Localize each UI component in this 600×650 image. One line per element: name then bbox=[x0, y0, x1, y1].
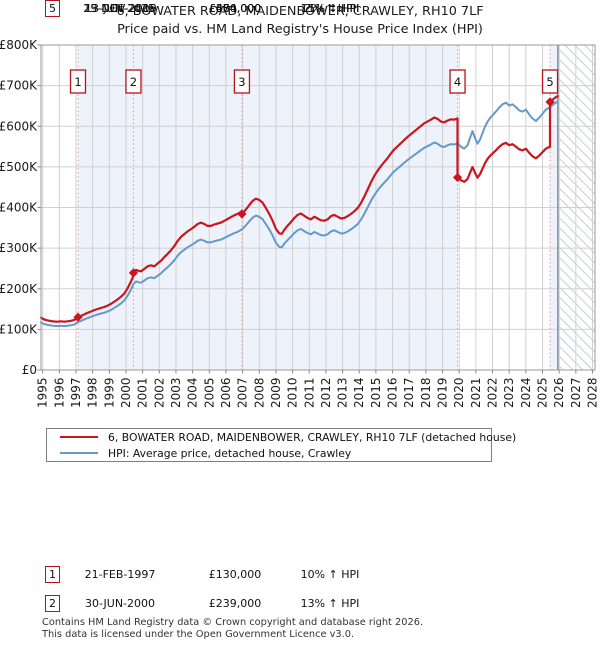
transaction-hpi-delta: 15% ↓ HPI bbox=[300, 2, 360, 15]
x-tick-label: 2007 bbox=[236, 377, 250, 408]
x-tick-label: 2019 bbox=[436, 377, 450, 408]
transaction-marker-box bbox=[541, 69, 559, 94]
x-tick-label: 2017 bbox=[402, 377, 416, 408]
x-tick-label: 2013 bbox=[336, 377, 350, 408]
y-tick-label: £800K bbox=[0, 38, 38, 52]
transaction-row: 2 30-JUN-2000 £239,000 13% ↑ HPI bbox=[45, 595, 370, 612]
hpi-line bbox=[40, 100, 559, 328]
x-tick-label: 1996 bbox=[52, 377, 66, 408]
legend-label-hpi: HPI: Average price, detached house, Craw… bbox=[108, 446, 352, 460]
transaction-dot bbox=[128, 268, 139, 278]
x-tick-label: 2014 bbox=[352, 377, 366, 408]
x-tick-label: 1997 bbox=[69, 377, 83, 408]
x-tick-label: 2027 bbox=[569, 377, 583, 408]
transaction-marker-number: 1 bbox=[74, 75, 81, 89]
transaction-row: 3 19-DEC-2006 £384,000 11% ↑ HPI bbox=[45, 0, 370, 17]
x-tick-label: 1999 bbox=[102, 377, 116, 408]
x-tick-label: 2024 bbox=[519, 377, 533, 408]
transaction-number-badge: 5 bbox=[45, 0, 60, 17]
footer-line2: This data is licensed under the Open Gov… bbox=[42, 628, 355, 640]
plot-frame bbox=[40, 44, 596, 371]
transaction-marker-number: 2 bbox=[130, 75, 137, 89]
transaction-hpi-delta: 10% ↑ HPI bbox=[300, 568, 360, 581]
x-tick-label: 1995 bbox=[36, 377, 50, 408]
price-paid-line bbox=[39, 95, 559, 323]
legend-label-property: 6, BOWATER ROAD, MAIDENBOWER, CRAWLEY, R… bbox=[108, 430, 517, 444]
page-subtitle: Price paid vs. HM Land Registry's House … bbox=[117, 22, 483, 37]
footer-line1: Contains HM Land Registry data © Crown c… bbox=[42, 617, 424, 628]
page-title: 6, BOWATER ROAD, MAIDENBOWER, CRAWLEY, R… bbox=[116, 4, 484, 19]
y-tick-label: £600K bbox=[0, 119, 38, 133]
footer-copyright: Contains HM Land Registry data © Crown c… bbox=[42, 617, 423, 640]
transaction-number-badge: 1 bbox=[45, 566, 60, 583]
transaction-row: 4 25-NOV-2019 £474,000 15% ↓ HPI bbox=[45, 0, 370, 17]
x-tick-label: 2001 bbox=[136, 377, 150, 408]
x-tick-label: 2010 bbox=[286, 377, 300, 408]
x-tick-label: 2025 bbox=[536, 377, 550, 408]
transaction-dot bbox=[237, 209, 247, 219]
price-chart: 1995 1996 1997 1998 1999 2000 2001 2002 2003 2004… bbox=[0, 38, 600, 408]
x-tick-label: 2009 bbox=[269, 377, 283, 408]
x-tick-label: 2016 bbox=[386, 377, 400, 408]
y-tick-label: £300K bbox=[0, 241, 38, 255]
transaction-hpi-delta: 2% ↑ HPI bbox=[304, 2, 356, 15]
transaction-hpi-delta: 11% ↑ HPI bbox=[300, 2, 360, 15]
legend-item-hpi: HPI: Average price, detached house, Craw… bbox=[47, 446, 491, 461]
transaction-dot bbox=[452, 172, 463, 183]
transaction-marker-number: 3 bbox=[238, 75, 245, 89]
transaction-marker-number: 4 bbox=[454, 75, 461, 89]
x-tick-label: 2015 bbox=[369, 377, 383, 408]
x-tick-label: 2008 bbox=[252, 377, 266, 408]
hpi-line-swatch bbox=[60, 452, 98, 454]
y-tick-label: £200K bbox=[0, 282, 38, 296]
transaction-hpi-delta: 13% ↑ HPI bbox=[300, 597, 360, 610]
y-tick-label: £100K bbox=[0, 322, 38, 336]
transaction-price: £239,000 bbox=[208, 597, 262, 610]
transaction-date: 13-JUN-2025 bbox=[84, 2, 156, 15]
transaction-number-badge: 2 bbox=[45, 595, 60, 612]
transaction-marker-box bbox=[125, 69, 142, 94]
y-tick-label: £700K bbox=[0, 79, 38, 93]
legend-item-property: 6, BOWATER ROAD, MAIDENBOWER, CRAWLEY, R… bbox=[47, 430, 516, 445]
transaction-price: £474,000 bbox=[208, 2, 262, 15]
transaction-date: 19-DEC-2006 bbox=[83, 2, 157, 15]
transaction-date: 30-JUN-2000 bbox=[84, 597, 156, 610]
x-tick-label: 2002 bbox=[152, 377, 166, 408]
transaction-price: £130,000 bbox=[208, 568, 262, 581]
x-tick-label: 2018 bbox=[419, 377, 433, 408]
x-tick-label: 2026 bbox=[552, 377, 566, 408]
transaction-price: £384,000 bbox=[208, 2, 262, 15]
transaction-dot bbox=[545, 97, 555, 107]
y-tick-label: £0 bbox=[22, 363, 37, 377]
transaction-date: 25-NOV-2019 bbox=[83, 2, 157, 15]
y-tick-label: £400K bbox=[0, 201, 38, 215]
x-tick-label: 2004 bbox=[186, 377, 200, 408]
transaction-marker-box bbox=[69, 69, 87, 94]
x-tick-label: 2011 bbox=[302, 377, 316, 408]
transaction-date: 21-FEB-1997 bbox=[84, 568, 156, 581]
x-tick-label: 2023 bbox=[502, 377, 516, 408]
x-tick-label: 2020 bbox=[452, 377, 466, 408]
x-tick-label: 2006 bbox=[219, 377, 233, 408]
x-tick-label: 2012 bbox=[319, 377, 333, 408]
y-tick-label: £500K bbox=[0, 160, 38, 174]
transaction-row: 1 21-FEB-1997 £130,000 10% ↑ HPI bbox=[45, 566, 370, 583]
transaction-marker-number: 5 bbox=[546, 75, 553, 89]
x-tick-label: 2000 bbox=[119, 377, 133, 408]
x-tick-label: 2028 bbox=[586, 377, 600, 408]
price-line-swatch bbox=[60, 436, 98, 438]
transaction-marker-box bbox=[233, 69, 251, 94]
x-tick-label: 1998 bbox=[86, 377, 100, 408]
x-tick-label: 2021 bbox=[469, 377, 483, 408]
transaction-dot bbox=[73, 312, 83, 322]
transaction-marker-box bbox=[449, 69, 466, 94]
x-tick-label: 2003 bbox=[169, 377, 183, 408]
transaction-row: 5 13-JUN-2025 £660,000 2% ↑ HPI bbox=[45, 0, 370, 17]
transaction-price: £660,000 bbox=[208, 2, 262, 15]
x-tick-label: 2022 bbox=[486, 377, 500, 408]
chart-legend: 6, BOWATER ROAD, MAIDENBOWER, CRAWLEY, R… bbox=[46, 428, 516, 462]
x-tick-label: 2005 bbox=[202, 377, 216, 408]
